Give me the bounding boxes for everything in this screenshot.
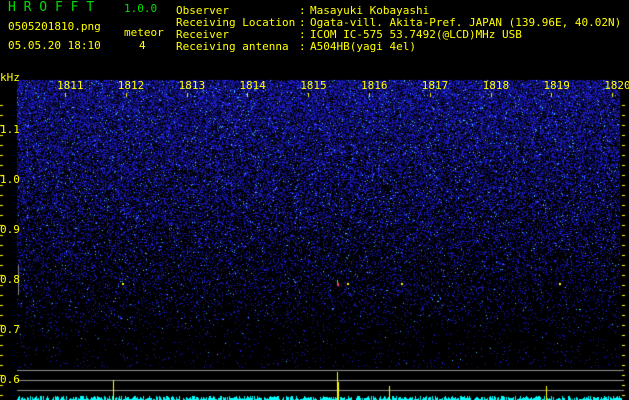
- x-tick-label: 1813: [178, 79, 206, 92]
- app-title: H R O F F T: [8, 0, 95, 15]
- colon: :: [299, 28, 306, 41]
- antenna-value: A504HB(yagi 4el): [310, 40, 416, 53]
- location-value: Ogata-vill. Akita-Pref. JAPAN (139.96E, …: [310, 16, 622, 29]
- colon: :: [299, 40, 306, 53]
- datetime: 05.05.20 18:10: [8, 39, 101, 52]
- y-tick-label: 1.0: [0, 173, 20, 186]
- observer-value: Masayuki Kobayashi: [310, 4, 430, 17]
- x-tick-label: 1818: [482, 79, 510, 92]
- x-tick-label: 1817: [421, 79, 449, 92]
- x-tick-label: 1819: [543, 79, 570, 92]
- x-tick-label: 1814: [239, 79, 266, 92]
- location-label: Receiving Location: [176, 16, 296, 29]
- x-tick-label: 1811: [57, 79, 84, 92]
- antenna-label: Receiving antenna: [176, 40, 289, 53]
- meteor-count: 4: [139, 39, 146, 52]
- colon: :: [299, 4, 306, 17]
- x-tick-label: 1815: [300, 79, 327, 92]
- x-tick-label: 1816: [361, 79, 388, 92]
- observer-label: Observer: [176, 4, 229, 17]
- y-tick-label: 0.8: [0, 273, 20, 286]
- x-tick-label: 1812: [117, 79, 145, 92]
- y-tick-label: 0.9: [0, 223, 20, 236]
- y-tick-label: 0.7: [0, 323, 20, 336]
- x-tick-label: 1820: [604, 79, 629, 92]
- y-tick-label: 1.1: [0, 123, 20, 136]
- meteor-label: meteor: [124, 26, 164, 39]
- y-tick-label: 0.6: [0, 373, 20, 386]
- receiver-value: ICOM IC-575 53.7492(@LCD)MHz USB: [310, 28, 522, 41]
- filename: 0505201810.png: [8, 20, 101, 33]
- app-version: 1.0.0: [124, 2, 158, 15]
- y-axis-unit: kHz: [0, 71, 20, 84]
- receiver-label: Receiver: [176, 28, 229, 41]
- colon: :: [299, 16, 306, 29]
